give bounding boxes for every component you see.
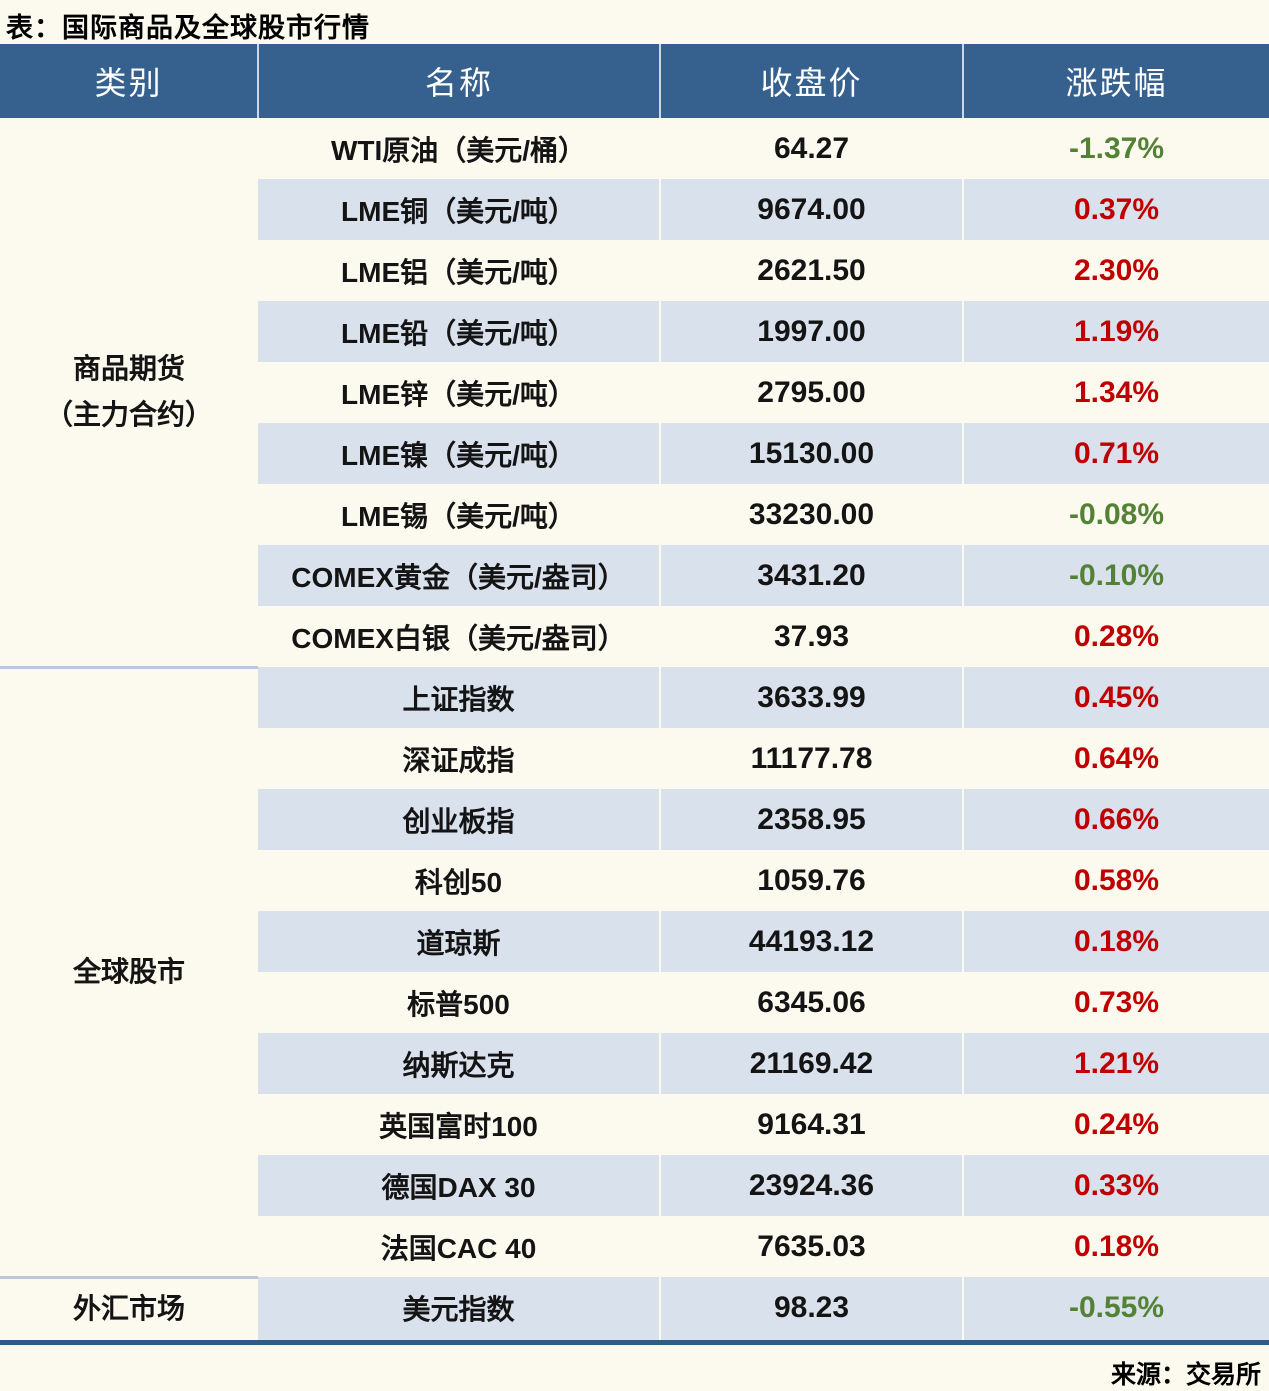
instrument-name-cell: 上证指数 xyxy=(258,667,660,728)
col-header-name: 名称 xyxy=(257,44,660,118)
table-row: LME铜（美元/吨） 9674.00 0.37% xyxy=(0,179,1269,240)
change-percent-cell: 0.18% xyxy=(962,911,1269,972)
table-row: 深证成指 11177.78 0.64% xyxy=(0,728,1269,789)
change-percent-cell: 0.64% xyxy=(962,728,1269,789)
category-cell: 外汇市场 xyxy=(0,1275,258,1342)
instrument-name-cell: WTI原油（美元/桶） xyxy=(330,134,587,166)
close-price-cell: 9164.31 xyxy=(659,1094,963,1155)
instrument-name-cell: LME锌（美元/吨） xyxy=(341,378,576,410)
change-percent-cell: 1.34% xyxy=(962,362,1269,423)
category-label-line: 外汇市场 xyxy=(72,1293,185,1324)
change-percent-cell: 1.19% xyxy=(962,301,1269,362)
table-row: LME锌（美元/吨） 2795.00 1.34% xyxy=(0,362,1269,423)
change-percent-cell: 0.73% xyxy=(962,972,1269,1033)
page-title: 表：国际商品及全球股市行情 xyxy=(6,13,370,43)
instrument-name-cell: 德国DAX 30 xyxy=(258,1155,660,1216)
close-price-cell: 7635.03 xyxy=(659,1216,963,1277)
close-price-cell: 1059.76 xyxy=(659,850,963,911)
instrument-name-cell: LME铅（美元/吨） xyxy=(258,301,660,362)
table-row: 道琼斯 44193.12 0.18% xyxy=(0,911,1269,972)
instrument-name-cell: LME镍（美元/吨） xyxy=(258,423,660,484)
close-price-cell: 1997.00 xyxy=(659,301,963,362)
table-row: 创业板指 2358.95 0.66% xyxy=(0,789,1269,850)
close-price-cell: 2621.50 xyxy=(659,240,963,301)
close-price-cell: 2358.95 xyxy=(659,789,963,850)
close-price-cell: 15130.00 xyxy=(659,423,963,484)
instrument-name-cell: 美元指数 xyxy=(258,1277,660,1342)
instrument-name-cell: LME铝（美元/吨） xyxy=(341,256,576,288)
instrument-name-cell: 科创50 xyxy=(414,866,503,898)
close-price-cell: 33230.00 xyxy=(659,484,963,545)
table-row: 法国CAC 40 7635.03 0.18% xyxy=(0,1216,1269,1277)
close-price-cell: 6345.06 xyxy=(659,972,963,1033)
change-percent-cell: -0.10% xyxy=(962,545,1269,606)
table-row: 英国富时100 9164.31 0.24% xyxy=(0,1094,1269,1155)
category-cell: 商品期货 （主力合约） xyxy=(0,118,258,667)
change-percent-cell: 0.58% xyxy=(962,850,1269,911)
close-price-cell: 44193.12 xyxy=(659,911,963,972)
header-row: 类别 名称 收盘价 涨跌幅 xyxy=(0,44,1269,118)
instrument-name-cell: COMEX白银（美元/盎司） xyxy=(291,622,626,654)
change-percent-cell: 0.18% xyxy=(962,1216,1269,1277)
col-header-close: 收盘价 xyxy=(659,44,963,118)
close-price-cell: 11177.78 xyxy=(659,728,963,789)
change-percent-cell: 2.30% xyxy=(962,240,1269,301)
close-price-cell: 2795.00 xyxy=(659,362,963,423)
category-label-line: 商品期货 xyxy=(72,352,185,384)
change-percent-cell: -0.08% xyxy=(962,484,1269,545)
table-row: 德国DAX 30 23924.36 0.33% xyxy=(0,1155,1269,1216)
change-percent-cell: 0.33% xyxy=(962,1155,1269,1216)
table-row: 标普500 6345.06 0.73% xyxy=(0,972,1269,1033)
change-percent-cell: 1.21% xyxy=(962,1033,1269,1094)
table-row: 科创50 1059.76 0.58% xyxy=(0,850,1269,911)
change-percent-cell: 0.37% xyxy=(962,179,1269,240)
col-header-change: 涨跌幅 xyxy=(962,44,1269,118)
instrument-name-cell: 道琼斯 xyxy=(258,911,660,972)
close-price-cell: 98.23 xyxy=(659,1277,963,1342)
table-row: 外汇市场 美元指数 98.23 -0.55% xyxy=(0,1275,1269,1342)
table-row: LME锡（美元/吨） 33230.00 -0.08% xyxy=(0,484,1269,545)
category-label-line: 全球股市 xyxy=(72,956,185,987)
change-percent-cell: -1.37% xyxy=(962,118,1269,179)
table-row: 商品期货 （主力合约） WTI原油（美元/桶） 64.27 -1.37% xyxy=(0,118,1269,430)
close-price-cell: 37.93 xyxy=(659,606,963,667)
close-price-cell: 9674.00 xyxy=(659,179,963,240)
instrument-name-cell: LME铜（美元/吨） xyxy=(258,179,660,240)
table-row: COMEX黄金（美元/盎司） 3431.20 -0.10% xyxy=(0,545,1269,606)
table-row: LME镍（美元/吨） 15130.00 0.71% xyxy=(0,423,1269,484)
table-row: 纳斯达克 21169.42 1.21% xyxy=(0,1033,1269,1094)
instrument-name-cell: 标普500 xyxy=(407,988,510,1020)
change-percent-cell: 0.28% xyxy=(962,606,1269,667)
table-row: LME铅（美元/吨） 1997.00 1.19% xyxy=(0,301,1269,362)
table-row: LME铝（美元/吨） 2621.50 2.30% xyxy=(0,240,1269,301)
market-table: 类别 名称 收盘价 涨跌幅 商品期货 （主力合约） WTI原油（美元/桶） 64.27… xyxy=(0,44,1269,1345)
close-price-cell: 21169.42 xyxy=(659,1033,963,1094)
change-percent-cell: 0.66% xyxy=(962,789,1269,850)
instrument-name-cell: 纳斯达克 xyxy=(258,1033,660,1094)
instrument-name-cell: 创业板指 xyxy=(258,789,660,850)
instrument-name-cell: 法国CAC 40 xyxy=(380,1232,537,1264)
close-price-cell: 64.27 xyxy=(659,118,963,179)
close-price-cell: 23924.36 xyxy=(659,1155,963,1216)
category-cell: 全球股市 xyxy=(0,665,258,1277)
instrument-name-cell: COMEX黄金（美元/盎司） xyxy=(258,545,660,606)
instrument-name-cell: 深证成指 xyxy=(402,744,515,776)
table-row: COMEX白银（美元/盎司） 37.93 0.28% xyxy=(0,606,1269,667)
instrument-name-cell: LME锡（美元/吨） xyxy=(341,500,576,532)
source-note: 来源：交易所 xyxy=(1110,1360,1261,1389)
change-percent-cell: 0.24% xyxy=(962,1094,1269,1155)
change-percent-cell: 0.71% xyxy=(962,423,1269,484)
change-percent-cell: -0.55% xyxy=(962,1277,1269,1342)
table-row: 全球股市 上证指数 3633.99 0.45% xyxy=(0,665,1269,1277)
instrument-name-cell: 英国富时100 xyxy=(379,1110,538,1142)
close-price-cell: 3431.20 xyxy=(659,545,963,606)
col-header-category: 类别 xyxy=(0,44,258,118)
change-percent-cell: 0.45% xyxy=(962,667,1269,728)
close-price-cell: 3633.99 xyxy=(659,667,963,728)
category-label-line: （主力合约） xyxy=(44,398,213,430)
